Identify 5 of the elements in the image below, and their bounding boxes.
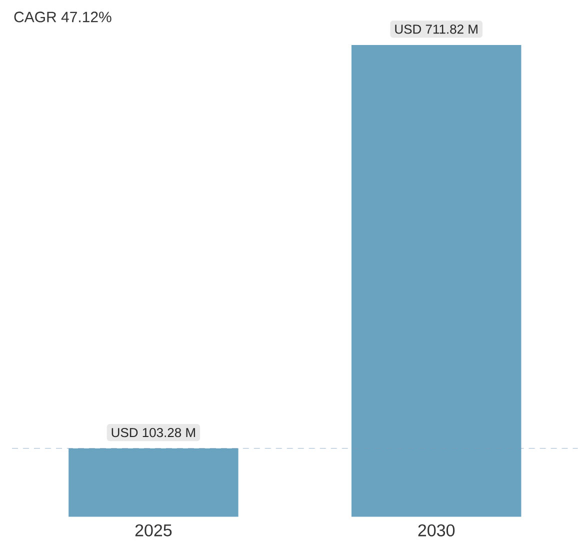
x-tick-label: 2025	[135, 524, 172, 536]
x-tick-label: 2030	[418, 524, 455, 536]
chart-title: CAGR 47.12%	[14, 12, 112, 22]
data-label: USD 103.28 M	[112, 428, 195, 438]
data-label: USD 711.82 M	[395, 24, 478, 34]
